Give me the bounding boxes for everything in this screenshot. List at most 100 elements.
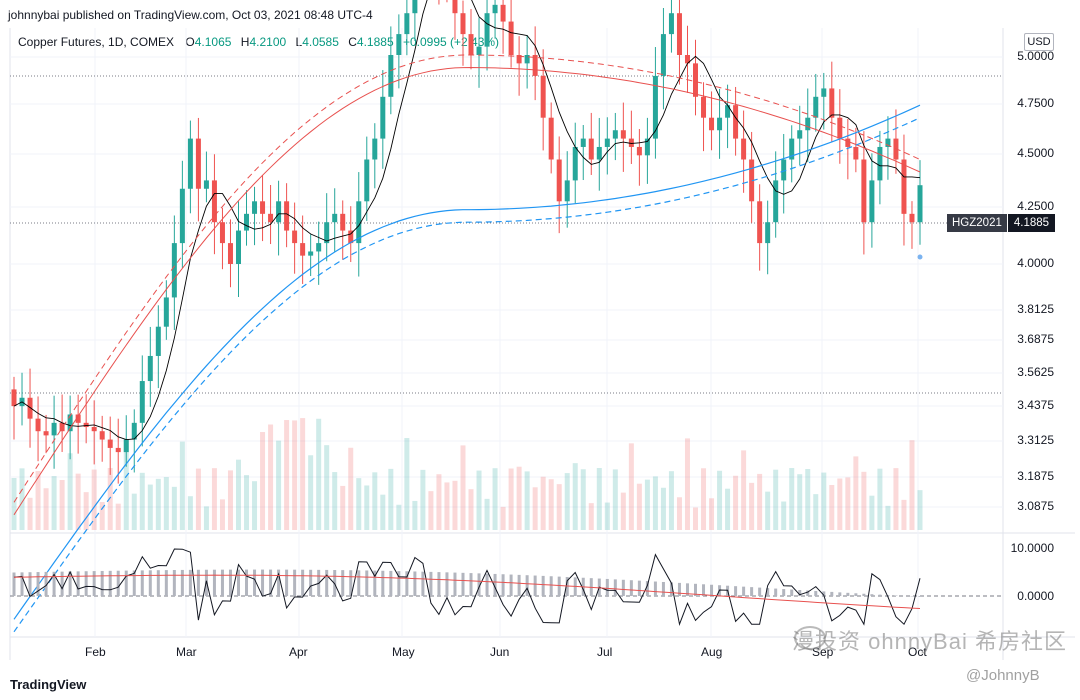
volume-bar (837, 478, 843, 530)
candle-body (725, 105, 731, 118)
candle-body (211, 180, 217, 223)
time-tick-label: Aug (701, 645, 723, 659)
candle-body (324, 222, 330, 244)
candle-body (564, 180, 570, 202)
osc-histogram-bar (140, 570, 144, 596)
volume-bar (43, 488, 49, 530)
symbol-name[interactable]: Copper Futures, 1D, COMEX (18, 35, 175, 49)
tradingview-logo[interactable]: TradingView (10, 677, 86, 692)
volume-bar (244, 475, 250, 530)
osc-histogram-bar (886, 595, 890, 596)
osc-histogram-bar (677, 582, 681, 596)
volume-bar (468, 489, 474, 530)
volume-bar (155, 478, 161, 530)
osc-histogram-bar (838, 592, 842, 596)
candle-body (139, 381, 145, 423)
candle-body (588, 138, 594, 160)
volume-bar (428, 491, 434, 530)
osc-histogram-bar (878, 594, 882, 596)
candle-body (684, 55, 690, 64)
price-tick-label: 3.5625 (1017, 365, 1054, 379)
volume-bar (604, 502, 610, 530)
high-label: H (240, 35, 250, 49)
osc-histogram-bar (437, 572, 441, 596)
osc-histogram-bar (36, 572, 40, 596)
candle-body (660, 34, 666, 76)
candle-body (636, 146, 642, 156)
candle-body (652, 75, 658, 139)
osc-histogram-bar (333, 570, 337, 596)
volume-bar (909, 440, 915, 530)
osc-histogram-bar (694, 583, 698, 596)
volume-bar (227, 470, 233, 530)
volume-bar (869, 495, 875, 530)
volume-bar (268, 424, 274, 530)
candle-body (364, 159, 370, 202)
volume-bar (693, 507, 699, 530)
candle-body (203, 180, 209, 189)
volume-bar (789, 468, 795, 530)
candle-body (268, 213, 274, 223)
candle-body (492, 4, 498, 14)
time-tick-label: May (392, 645, 415, 659)
candle-body (548, 117, 554, 160)
volume-bar (83, 492, 89, 530)
candle-body (829, 88, 835, 118)
osc-tick-label: 10.0000 (1010, 541, 1054, 555)
volume-bar (821, 472, 827, 530)
volume-bar (452, 480, 458, 530)
candle-body (316, 243, 322, 252)
osc-histogram-bar (269, 569, 273, 596)
open-label: O (185, 35, 195, 49)
candle-body (67, 414, 73, 432)
osc-histogram-bar (613, 579, 617, 596)
osc-histogram-bar (790, 589, 794, 596)
volume-bar (460, 445, 466, 530)
candle-body (556, 159, 562, 202)
volume-bar (644, 479, 650, 530)
osc-histogram-bar (806, 590, 810, 596)
osc-histogram-bar (533, 575, 537, 596)
volume-bar (580, 469, 586, 530)
osc-histogram-bar (405, 571, 409, 596)
open-value: 4.1065 (194, 35, 232, 49)
currency-button[interactable]: USD (1024, 33, 1054, 51)
candle-body (147, 355, 153, 382)
candle-body (123, 439, 129, 453)
candle-body (781, 159, 787, 181)
volume-bar (147, 484, 153, 530)
candle-body (75, 414, 81, 423)
ma-red-dashed-line (13, 54, 921, 503)
candle-body (733, 105, 739, 139)
candle-body (805, 117, 811, 131)
wechat-icon (794, 626, 826, 650)
candle-body (195, 138, 201, 189)
osc-histogram-bar (653, 581, 657, 596)
volume-bar (260, 432, 266, 530)
osc-histogram-bar (212, 569, 216, 596)
volume-bar (436, 474, 442, 530)
candle-body (484, 13, 490, 47)
volume-bar (861, 471, 867, 530)
volume-bar (596, 468, 602, 530)
symbol-legend: Copper Futures, 1D, COMEX O4.1065 H4.210… (18, 35, 505, 49)
volume-bar (612, 469, 618, 530)
candle-body (773, 180, 779, 223)
ma-blue-line (13, 104, 921, 620)
osc-histogram-bar (445, 572, 449, 596)
volume-bar (115, 503, 121, 530)
candle-body (179, 188, 185, 244)
volume-bar (901, 499, 907, 530)
time-tick-label: Jul (597, 645, 613, 659)
osc-histogram-bar (421, 571, 425, 596)
tradingview-brand: TradingView (10, 677, 87, 692)
volume-bar (741, 450, 747, 530)
osc-histogram-bar (798, 590, 802, 596)
osc-histogram-bar (245, 569, 249, 596)
ma-red-line (13, 66, 921, 516)
volume-bar (412, 500, 418, 530)
candle-body (356, 201, 362, 244)
volume-bar (877, 468, 883, 530)
volume-bar (676, 497, 682, 530)
